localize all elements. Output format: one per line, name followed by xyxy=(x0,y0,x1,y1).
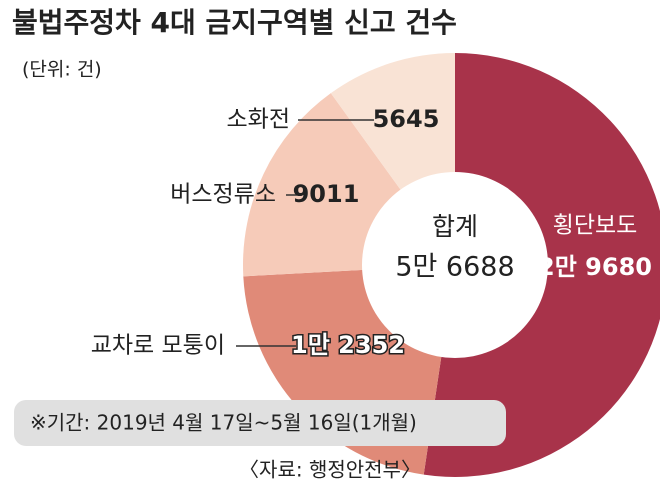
category-label: 소화전 xyxy=(227,107,290,133)
center-total: 5만 6688 xyxy=(395,252,514,283)
value-label: 9011 xyxy=(293,180,360,208)
center-title: 합계 xyxy=(432,212,478,241)
chart-title: 불법주정차 4대 금지구역별 신고 건수 xyxy=(12,6,457,39)
labels: 횡단보도 2만 9680 교차로 모퉁이 1만 2352 버스정류소 9011 소화전 564… xyxy=(91,105,652,361)
period-box xyxy=(14,400,506,446)
donut-hole xyxy=(362,172,548,358)
category-label: 횡단보도 xyxy=(553,213,638,239)
unit: (단위: 건) xyxy=(22,59,102,81)
category-label: 버스정류소 xyxy=(170,182,276,208)
value-label: 2만 9680 xyxy=(538,253,652,281)
source: 〈자료: 행정안전부〉 xyxy=(239,458,421,482)
period: ※기간: 2019년 4월 17일~5월 16일(1개월) xyxy=(30,411,417,435)
value-label: 5645 xyxy=(373,105,440,133)
category-label: 교차로 모퉁이 xyxy=(91,333,225,359)
value-label: 1만 2352 xyxy=(291,331,405,359)
